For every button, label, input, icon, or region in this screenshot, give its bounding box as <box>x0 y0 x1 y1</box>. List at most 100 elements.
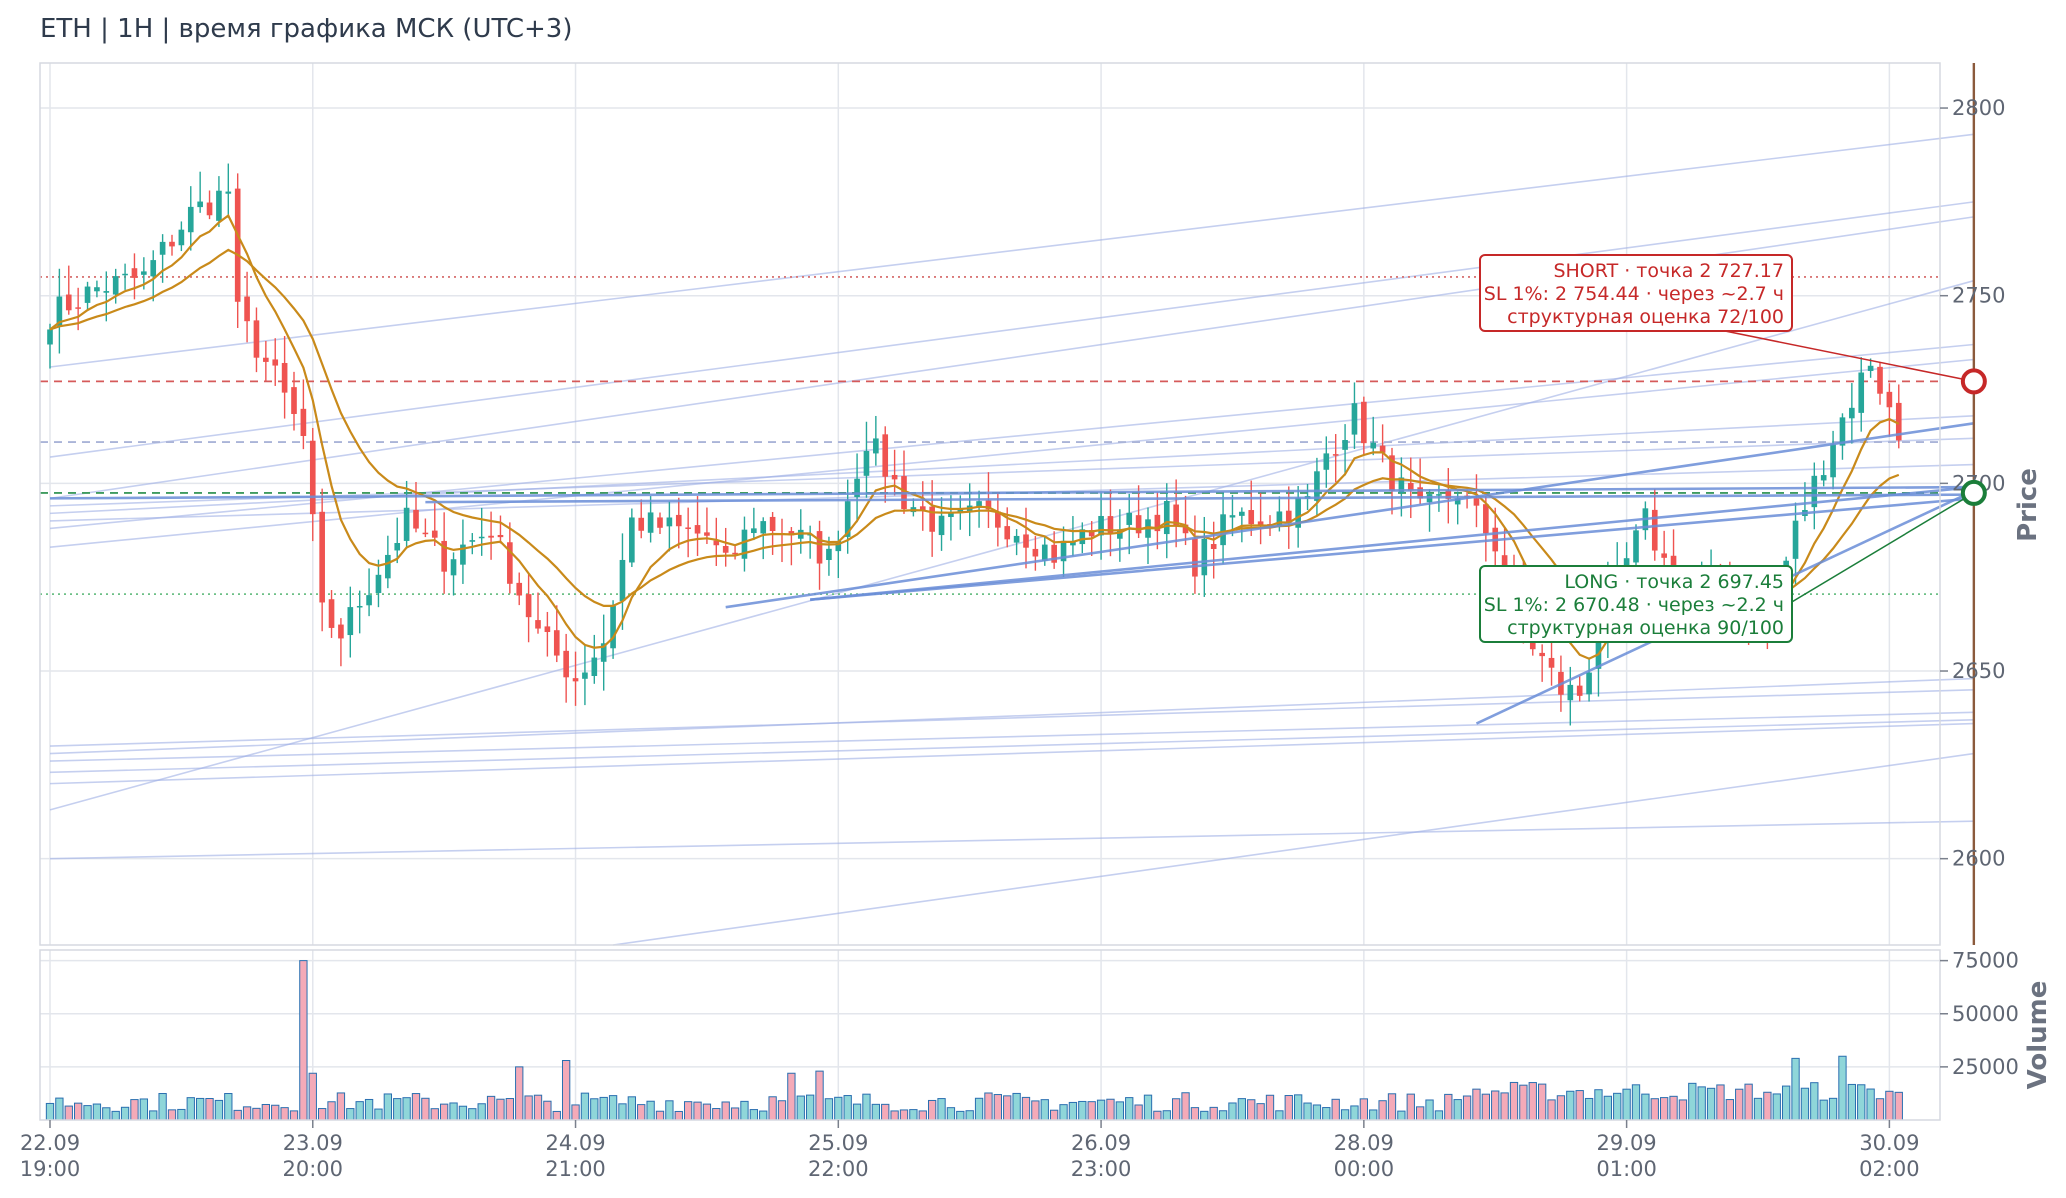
candle-body <box>610 605 616 649</box>
volume-bar <box>1622 1088 1631 1121</box>
volume-bar <box>92 1103 102 1121</box>
volume-axis-title: Volume <box>2023 981 2053 1090</box>
candle-body <box>1023 534 1029 548</box>
time-tick-day: 29.09 <box>1597 1131 1657 1155</box>
thin-trendline <box>49 279 1975 811</box>
candle-body <box>985 500 992 510</box>
candle-body <box>1192 538 1198 577</box>
volume-bar <box>693 1101 702 1121</box>
time-tick-hour: 01:00 <box>1596 1157 1657 1181</box>
volume-bar <box>449 1102 458 1121</box>
volume-bar <box>918 1110 927 1121</box>
candle-body <box>141 271 147 275</box>
candle-body <box>1483 504 1489 534</box>
volume-bar <box>993 1094 1003 1121</box>
candle-body <box>1351 403 1358 435</box>
volume-bar <box>421 1097 430 1121</box>
volume-bar <box>1369 1109 1378 1121</box>
volume-bar <box>261 1103 271 1121</box>
short-signal-label: структурная оценка 72/100 <box>1507 306 1784 328</box>
volume-bar <box>1406 1093 1415 1121</box>
long-signal-marker <box>1960 479 1987 506</box>
volume-bar <box>1012 1092 1021 1121</box>
volume-bar <box>515 1066 524 1121</box>
long-signal-box <box>1479 565 1793 643</box>
volume-bar <box>637 1104 646 1121</box>
volume-bar <box>702 1103 712 1121</box>
volume-bar <box>1190 1107 1200 1121</box>
volume-bar <box>1462 1095 1472 1121</box>
volume-bar <box>571 1104 580 1121</box>
short-signal-label: SHORT · точка 2 727.17 <box>1553 260 1784 282</box>
volume-bar <box>834 1096 843 1121</box>
time-tick-day: 22.09 <box>20 1131 80 1155</box>
volume-bar <box>242 1106 252 1121</box>
candle-body <box>1820 475 1827 481</box>
candle-body <box>516 582 523 596</box>
candle-body <box>1417 487 1423 499</box>
volume-bar <box>1613 1092 1622 1121</box>
thin-trendline <box>49 722 1974 785</box>
candle-body <box>553 630 560 656</box>
volume-bar <box>496 1098 505 1121</box>
candle-body <box>929 506 935 532</box>
candle-body <box>1013 535 1020 543</box>
volume-bar <box>224 1093 233 1121</box>
candle-body <box>1248 510 1255 525</box>
volume-tick-label: 50000 <box>1952 1002 2019 1026</box>
price-tick-label: 2650 <box>1952 659 2005 683</box>
volume-bar <box>1331 1098 1340 1121</box>
volume-bar <box>1378 1100 1387 1121</box>
volume-bar <box>862 1093 871 1121</box>
volume-bar <box>1810 1082 1819 1121</box>
candle-body <box>431 530 438 538</box>
thin-trendline <box>49 719 1974 774</box>
volume-bar <box>1481 1093 1491 1121</box>
candle-body <box>835 541 842 552</box>
candle-body <box>1342 440 1348 450</box>
candle-body <box>638 517 645 531</box>
volume-bar <box>1040 1099 1049 1121</box>
panel-frames <box>39 62 1941 1121</box>
time-tick-day: 23.09 <box>283 1131 343 1155</box>
candle-body <box>1445 490 1452 499</box>
candle-body <box>1239 511 1245 516</box>
volume-bar <box>1659 1097 1669 1121</box>
time-tick-hour: 22:00 <box>808 1157 869 1181</box>
candle-body <box>629 517 635 563</box>
candle-body <box>1623 558 1630 567</box>
volume-bar <box>1791 1057 1800 1121</box>
volume-bar <box>721 1101 730 1121</box>
volume-bar <box>815 1070 824 1121</box>
volume-bar <box>402 1097 411 1121</box>
volume-bar <box>1453 1099 1462 1121</box>
volume-bar <box>1397 1110 1406 1121</box>
candle-body <box>1117 529 1123 539</box>
volume-bar <box>1134 1104 1143 1121</box>
candle-body <box>56 296 63 326</box>
thin-trendline <box>49 358 1974 548</box>
candle-body <box>488 535 494 538</box>
volume-bar <box>946 1107 956 1121</box>
candle-body <box>338 624 344 639</box>
volume-bar <box>524 1095 533 1121</box>
volume-bar <box>1237 1098 1247 1121</box>
volume-bar <box>1828 1097 1838 1121</box>
volume-bar <box>740 1100 749 1121</box>
candle-body <box>272 359 279 366</box>
volume-bar <box>871 1103 881 1121</box>
candle-body <box>1004 526 1011 540</box>
thin-trendline <box>49 343 1974 530</box>
volume-bar <box>1200 1110 1209 1121</box>
candle-body <box>441 540 447 572</box>
short-signal-leader <box>1724 330 1974 383</box>
candle-body <box>1285 510 1292 524</box>
volume-bar <box>937 1098 946 1121</box>
candle-body <box>854 478 860 498</box>
candle-body <box>413 509 419 529</box>
candle-body <box>732 552 738 555</box>
volume-bar <box>1885 1090 1894 1121</box>
volume-tick-label: 75000 <box>1952 949 2019 973</box>
volume-bar <box>543 1100 552 1121</box>
candle-body <box>1257 521 1264 526</box>
